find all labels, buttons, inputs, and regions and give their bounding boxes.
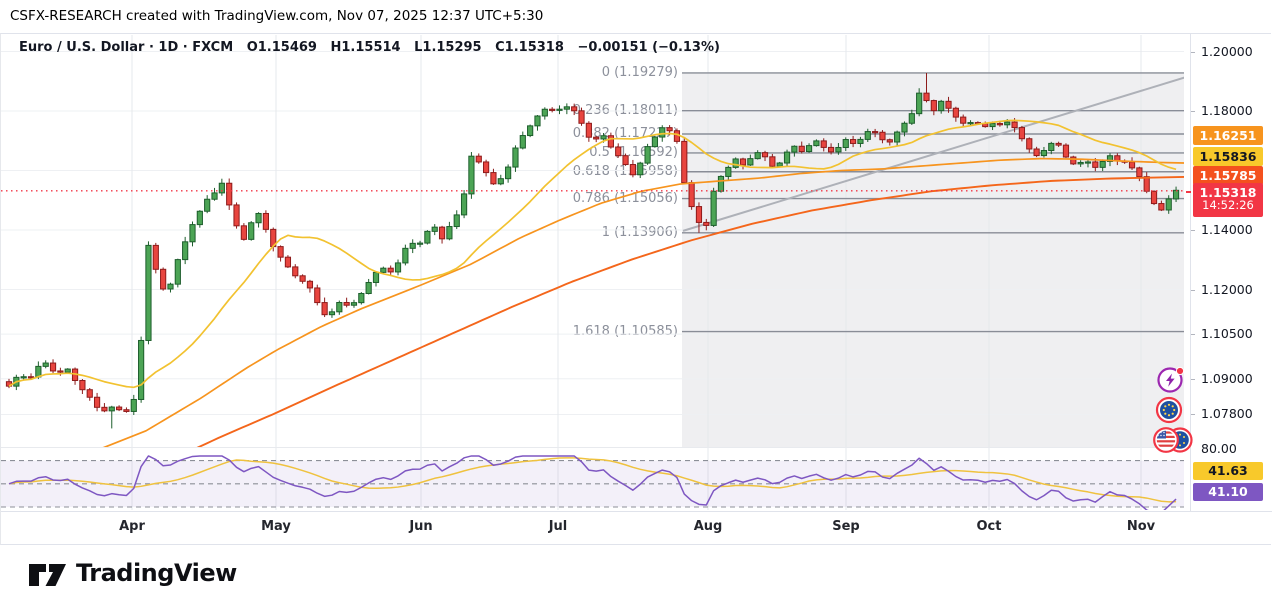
attribution-bar: CSFX-RESEARCH created with TradingView.c… — [0, 0, 1273, 33]
lightning-badge-icon[interactable] — [1155, 364, 1187, 396]
us-eu-flags-icon[interactable] — [1149, 424, 1195, 456]
tradingview-logo-text[interactable]: TradingView — [76, 559, 237, 587]
price-axis-label: 1.09000 — [1201, 370, 1253, 386]
rsi-value-badge: 41.63 — [1193, 462, 1263, 480]
countdown-timer: 14:52:26 — [1202, 198, 1254, 212]
last-price-badge: 1.15318 14:52:26 — [1193, 183, 1263, 217]
axis-tick — [1191, 111, 1195, 112]
price-axis-label: 1.18000 — [1201, 103, 1253, 118]
time-axis-month-label: Apr — [119, 519, 145, 534]
ohlc-high: H1.15514 — [330, 40, 401, 55]
time-axis-month-label: Nov — [1126, 519, 1156, 534]
price-axis-label: 1.20000 — [1201, 43, 1253, 59]
event-marker-stack — [1149, 364, 1195, 482]
ohlc-change: −0.00151 (−0.13%) — [577, 40, 720, 55]
time-axis-month-label: Oct — [976, 519, 1002, 534]
last-price-tick — [1186, 190, 1191, 193]
time-axis-month-label: Sep — [832, 519, 860, 534]
time-axis-month-label: May — [261, 519, 291, 534]
symbol-legend[interactable]: Euro / U.S. Dollar · 1D · FXCM O1.15469 … — [19, 40, 729, 55]
eu-flag-icon[interactable] — [1154, 395, 1184, 425]
rsi-axis-label: 80.00 — [1201, 441, 1237, 456]
price-axis-label: 1.14000 — [1201, 222, 1253, 237]
price-axis-label: 1.10500 — [1201, 326, 1253, 342]
axis-tick — [1191, 378, 1195, 380]
logo-bar: TradingView — [0, 545, 1273, 603]
price-chart[interactable] — [1, 34, 1190, 511]
indicator-price-badge: 1.15785 — [1193, 165, 1263, 185]
price-axis-label: 1.12000 — [1201, 281, 1253, 297]
tradingview-logo-icon[interactable] — [28, 561, 68, 589]
ohlc-low: L1.15295 — [414, 40, 482, 55]
axis-tick — [1191, 51, 1195, 53]
rsi-value-badge: 41.10 — [1193, 483, 1263, 501]
ohlc-open: O1.15469 — [246, 40, 317, 55]
attribution-text: CSFX-RESEARCH created with TradingView.c… — [10, 8, 544, 24]
time-axis-month-label: Aug — [693, 519, 723, 534]
price-axis[interactable]: 1.20000 1.18000 1.14000 1.12000 1.10500 1.090… — [1186, 34, 1273, 511]
indicator-price-badge: 1.16251 — [1193, 125, 1263, 145]
axis-tick — [1191, 230, 1195, 231]
ohlc-close: C1.15318 — [495, 40, 564, 55]
time-axis-month-label: Jul — [548, 519, 568, 534]
axis-tick — [1191, 289, 1195, 291]
pane-separator[interactable] — [1, 447, 1190, 448]
axis-tick — [1191, 334, 1195, 336]
chart-card: Euro / U.S. Dollar · 1D · FXCM O1.15469 … — [0, 33, 1273, 545]
time-axis-month-label: Jun — [409, 519, 433, 534]
time-axis[interactable]: Apr May Jun Jul Aug Sep Oct Nov — [1, 511, 1272, 544]
symbol-title[interactable]: Euro / U.S. Dollar · 1D · FXCM — [19, 40, 234, 55]
price-axis-label: 1.07800 — [1201, 406, 1253, 422]
indicator-price-badge: 1.15836 — [1193, 146, 1263, 166]
axis-tick — [1191, 414, 1195, 416]
